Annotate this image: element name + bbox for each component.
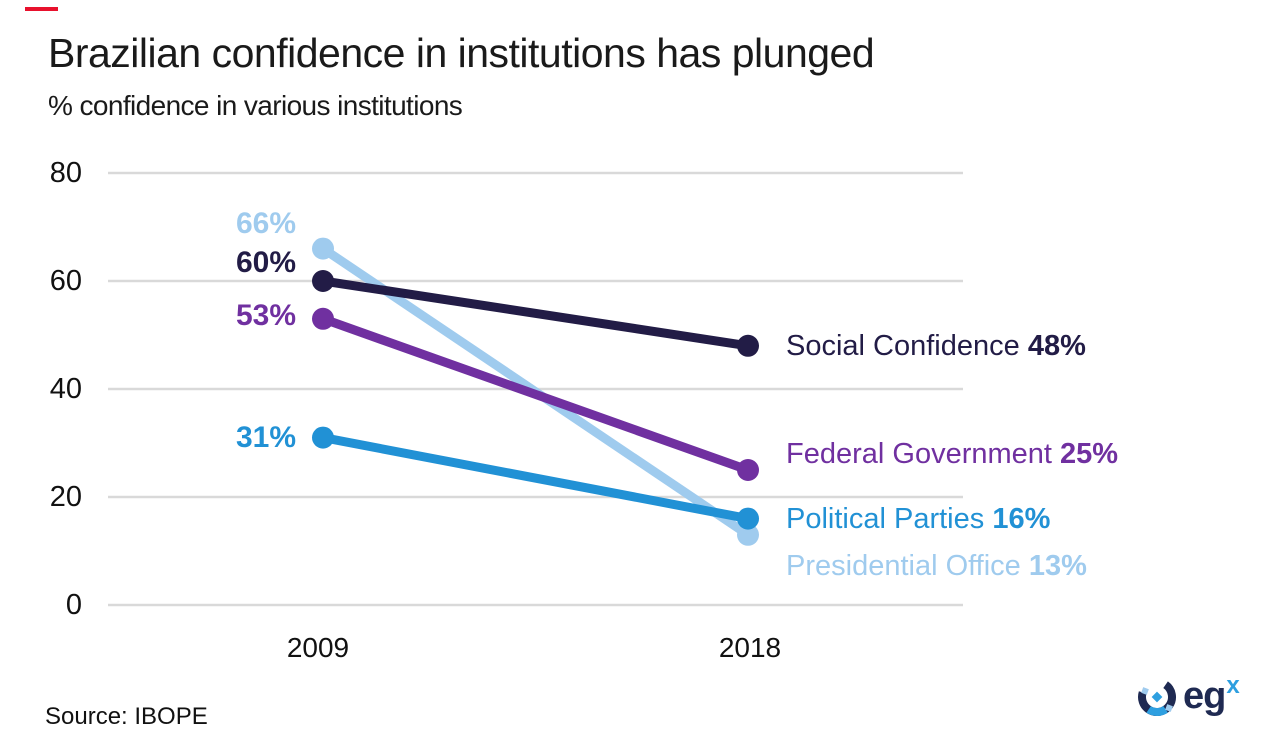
series-name: Social Confidence bbox=[786, 329, 1020, 362]
logo-icon bbox=[1138, 678, 1176, 716]
series-name: Presidential Office bbox=[786, 549, 1021, 582]
x-axis-tick-label: 2009 bbox=[286, 632, 350, 663]
y-axis-tick-label: 40 bbox=[49, 373, 82, 405]
series-dot bbox=[737, 459, 759, 481]
series-dot bbox=[737, 334, 759, 357]
series-line bbox=[322, 276, 749, 351]
x-axis-tick-label: 2018 bbox=[718, 632, 782, 663]
series-name: Political Parties bbox=[786, 502, 985, 535]
series-end-value: 13% bbox=[1028, 549, 1087, 582]
series-dot bbox=[312, 307, 334, 330]
series-end-value: 16% bbox=[992, 502, 1051, 535]
y-axis-tick-label: 20 bbox=[49, 481, 82, 513]
series-name: Federal Government bbox=[786, 438, 1052, 470]
brand-accent-dash bbox=[25, 7, 58, 11]
series-end-label: Presidential Office 13% bbox=[786, 549, 1087, 583]
series-dot bbox=[312, 270, 334, 292]
series-line bbox=[321, 314, 750, 475]
series-end-value: 25% bbox=[1060, 438, 1119, 470]
chart-title: Brazilian confidence in institutions has… bbox=[48, 30, 875, 76]
series-end-label: Social Confidence 48% bbox=[786, 329, 1086, 363]
chart-subtitle: % confidence in various institutions bbox=[48, 90, 463, 121]
series-end-label: Federal Government 25% bbox=[786, 437, 1118, 471]
series-start-value-label: 66% bbox=[235, 206, 296, 240]
series-line bbox=[322, 433, 749, 524]
series-end-value: 48% bbox=[1027, 329, 1086, 362]
series-start-value-label: 60% bbox=[235, 246, 296, 279]
y-axis-tick-label: 0 bbox=[65, 589, 82, 621]
y-axis-tick-label: 80 bbox=[49, 157, 82, 189]
series-dot bbox=[312, 426, 334, 449]
series-end-label: Political Parties 16% bbox=[786, 502, 1050, 536]
series-start-value-label: 53% bbox=[235, 298, 296, 332]
series-dot bbox=[312, 237, 334, 260]
series-start-value-label: 31% bbox=[235, 420, 296, 454]
series-dot bbox=[737, 507, 759, 530]
logo: eg x bbox=[1133, 672, 1240, 720]
source-note: Source: IBOPE bbox=[45, 703, 208, 730]
logo-text: eg bbox=[1183, 675, 1226, 717]
y-axis-tick-label: 60 bbox=[49, 265, 82, 297]
logo-superscript: x bbox=[1226, 672, 1240, 699]
series-dot bbox=[737, 523, 759, 546]
